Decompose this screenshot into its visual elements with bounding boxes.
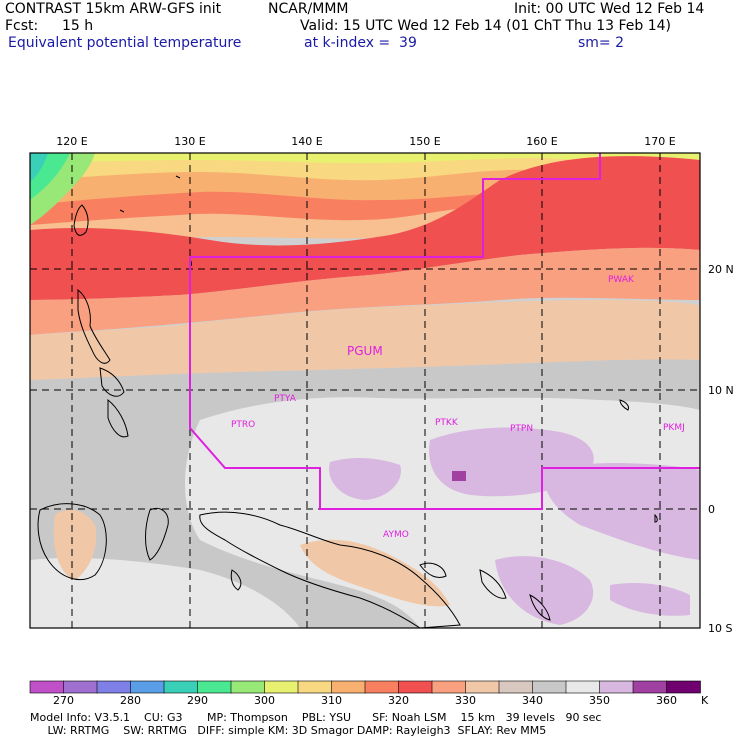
level-label: at k-index = 39 <box>304 35 417 51</box>
colorbar-tick-label: 310 <box>321 694 342 707</box>
station-aymo: AYMO <box>383 530 409 540</box>
colorbar-swatch <box>230 680 266 694</box>
station-pkmj: PKMJ <box>663 423 685 433</box>
colorbar-swatch <box>398 680 433 694</box>
colorbar-tick-label: 290 <box>187 694 208 707</box>
colorbar-swatch <box>297 680 333 694</box>
colorbar-swatch <box>666 680 701 694</box>
colorbar-swatch <box>632 680 668 694</box>
forecast-label: Fcst: <box>5 18 39 34</box>
lon-label-140e: 140 E <box>291 135 322 148</box>
station-labels: PWAK PGUM PTYA PTRO PTKK PTPN PKMJ AYMO <box>231 275 685 540</box>
colorbar-swatch <box>431 680 467 694</box>
colorbar-swatch <box>163 680 199 694</box>
valid-time: Valid: 15 UTC Wed 12 Feb 14 (01 ChT Thu … <box>300 18 672 34</box>
station-pwak: PWAK <box>608 275 635 285</box>
coastlines <box>37 175 658 628</box>
fir-boundary <box>189 153 700 510</box>
colorbar-swatch <box>197 680 232 694</box>
colorbar-swatch <box>565 680 601 694</box>
latitude-labels: 20 N 10 N 0 10 S <box>708 263 734 635</box>
lat-label-0: 0 <box>708 503 715 516</box>
station-ptkk: PTKK <box>435 418 459 428</box>
colorbar-tick-labels: 270 280 290 300 310 320 330 340 350 360 <box>53 694 677 707</box>
lat-label-20n: 20 N <box>708 263 734 276</box>
lon-label-120e: 120 E <box>56 135 87 148</box>
model-title: CONTRAST 15km ARW-GFS init <box>5 1 222 17</box>
map-frame <box>29 152 701 629</box>
colorbar-unit: K <box>701 694 709 707</box>
colorbar-swatch <box>264 680 299 694</box>
station-pgum: PGUM <box>347 344 383 358</box>
graticule <box>30 153 700 628</box>
colorbar-swatch <box>465 680 500 694</box>
field-name: Equivalent potential temperature <box>8 35 242 51</box>
colorbar-swatch <box>96 680 132 694</box>
station-ptya: PTYA <box>274 394 297 404</box>
lat-label-10s: 10 S <box>708 622 732 635</box>
org-label: NCAR/MMM <box>268 1 349 17</box>
colorbar-swatch <box>532 680 567 694</box>
lat-label-10n: 10 N <box>708 384 734 397</box>
station-ptro: PTRO <box>231 420 255 430</box>
colorbar-swatch <box>63 680 98 694</box>
station-ptpn: PTPN <box>510 424 533 434</box>
lon-label-160e: 160 E <box>526 135 557 148</box>
longitude-labels: 120 E 130 E 140 E 150 E 160 E 170 E <box>56 135 675 148</box>
lon-label-170e: 170 E <box>644 135 675 148</box>
colorbar-swatch <box>29 680 65 694</box>
lon-label-150e: 150 E <box>409 135 440 148</box>
colorbar-tick-label: 300 <box>254 694 275 707</box>
colorbar-swatch <box>130 680 165 694</box>
colorbar-tick-label: 320 <box>388 694 409 707</box>
colorbar-swatch <box>599 680 634 694</box>
lon-label-130e: 130 E <box>174 135 205 148</box>
colorbar <box>29 680 701 694</box>
forecast-hour: 15 h <box>62 18 94 34</box>
colorbar-swatch <box>498 680 534 694</box>
colorbar-tick-label: 270 <box>53 694 74 707</box>
init-time: Init: 00 UTC Wed 12 Feb 14 <box>514 1 705 17</box>
colorbar-swatch <box>364 680 400 694</box>
colorbar-swatch <box>331 680 366 694</box>
model-info-line-1: Model Info: V3.5.1 CU: G3 MP: Thompson P… <box>30 711 602 724</box>
colorbar-tick-label: 330 <box>455 694 476 707</box>
colorbar-tick-label: 360 <box>656 694 677 707</box>
colorbar-tick-label: 350 <box>589 694 610 707</box>
colorbar-tick-label: 340 <box>522 694 543 707</box>
smoothing-label: sm= 2 <box>578 35 625 51</box>
model-info-line-2: LW: RRTMG SW: RRTMG DIFF: simple KM: 3D … <box>30 724 547 737</box>
colorbar-tick-label: 280 <box>120 694 141 707</box>
